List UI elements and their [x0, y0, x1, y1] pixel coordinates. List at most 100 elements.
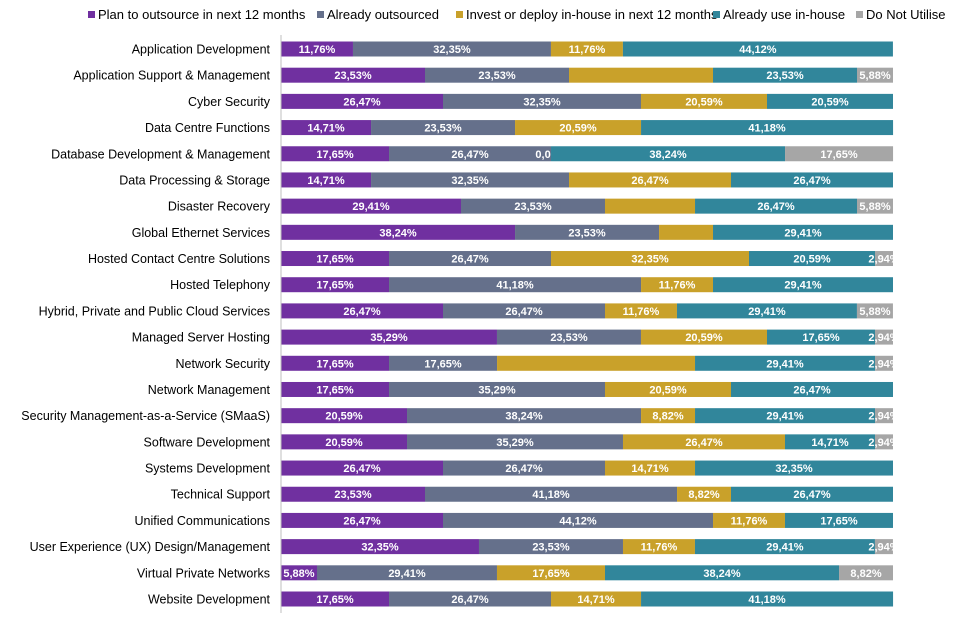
bar-segment	[281, 146, 390, 162]
category-label: Global Ethernet Services	[132, 226, 270, 240]
bar-row: 23,53% 41,18% 8,82% 26,47%	[281, 486, 893, 502]
bar-row: 26,47% 44,12% 11,76% 17,65%	[281, 512, 893, 528]
data-label: 20,59%	[685, 332, 723, 344]
bar-segment	[281, 355, 390, 371]
bar-segment	[281, 277, 390, 293]
bar-segment	[784, 512, 893, 528]
legend-swatch	[317, 11, 324, 18]
data-label: 17,65%	[802, 332, 840, 344]
category-label: Application Development	[132, 43, 271, 57]
bar-segment	[281, 41, 353, 57]
data-label: 23,53%	[478, 70, 516, 82]
bar-segment	[785, 146, 894, 162]
bar-segment	[857, 67, 893, 83]
category-label: Network Management	[148, 383, 271, 397]
bar-row: 14,71% 32,35% 26,47% 26,47%	[281, 172, 893, 188]
category-label: Network Security	[176, 357, 271, 371]
bar-segment	[460, 198, 605, 214]
data-label: 14,71%	[307, 175, 345, 187]
bar-segment	[515, 224, 660, 240]
bar-segment	[281, 486, 425, 502]
bar-segment	[443, 303, 605, 319]
bar-segment	[281, 381, 390, 397]
data-label: 17,65%	[316, 149, 354, 161]
data-label: 23,53%	[424, 123, 462, 135]
bar-segment	[713, 67, 858, 83]
data-label: 14,71%	[307, 123, 345, 135]
bar-segment	[281, 93, 443, 109]
bar-row: 17,65% 35,29% 20,59% 26,47%	[281, 381, 893, 397]
bar-segment	[622, 539, 695, 555]
bar-segment	[281, 591, 390, 607]
bar-segment	[281, 329, 497, 345]
data-label: 11,76%	[299, 44, 336, 56]
legend-swatch	[88, 11, 95, 18]
data-label: 26,47%	[451, 254, 489, 266]
data-label: 32,35%	[775, 463, 813, 475]
data-label: 29,41%	[766, 542, 804, 554]
bar-segment	[425, 486, 678, 502]
category-label: Database Development & Management	[51, 147, 270, 161]
bar-segment	[352, 41, 551, 57]
bar-segment	[281, 565, 317, 581]
bar-segment	[875, 329, 893, 345]
data-label: 23,53%	[514, 201, 552, 213]
bar-row: 5,88% 29,41% 17,65% 38,24% 8,82%	[281, 565, 893, 581]
data-label: 38,24%	[703, 568, 741, 580]
bar-segment	[641, 408, 696, 424]
data-label: 32,35%	[433, 44, 471, 56]
bar-segment	[640, 329, 767, 345]
bar-segment	[281, 67, 425, 83]
bar-row: 32,35% 23,53% 11,76% 29,41% 2,94%	[281, 539, 894, 555]
bar-segment	[478, 539, 623, 555]
data-label: 14,71%	[811, 437, 849, 449]
bar-segment	[389, 277, 642, 293]
bar-segment	[604, 381, 731, 397]
bar-segment	[550, 41, 623, 57]
bar-segment	[281, 539, 479, 555]
bar-segment	[694, 539, 875, 555]
data-label: 5,88%	[859, 201, 890, 213]
data-label: 20,59%	[811, 96, 849, 108]
data-label: 29,41%	[784, 227, 822, 239]
data-label: 14,71%	[577, 594, 615, 606]
bar-segment	[389, 591, 552, 607]
data-label: 17,65%	[316, 358, 354, 370]
bar-segment	[425, 67, 569, 83]
bar-segment	[640, 93, 767, 109]
data-label: 38,24%	[649, 149, 687, 161]
data-label: 41,18%	[748, 594, 786, 606]
data-label: 44,12%	[559, 515, 597, 527]
bar-segment	[443, 93, 641, 109]
category-label: Hosted Contact Centre Solutions	[88, 252, 270, 266]
bar-segment	[551, 251, 749, 267]
legend-swatch	[713, 11, 720, 18]
legend-item: Already outsourced	[317, 6, 439, 24]
data-label: 29,41%	[766, 411, 804, 423]
bar-segment	[604, 198, 696, 214]
bar-segment	[281, 224, 516, 240]
category-label: Technical Support	[171, 488, 271, 502]
category-label: Software Development	[144, 435, 271, 449]
bar-row: 17,65%26,47%0,00%38,24%17,65%	[281, 146, 894, 162]
data-label: 26,47%	[343, 306, 381, 318]
bar-segment	[839, 565, 893, 581]
data-label: 26,47%	[505, 306, 543, 318]
data-label: 26,47%	[343, 96, 381, 108]
data-label: 44,12%	[739, 44, 777, 56]
bar-segment	[695, 198, 858, 214]
data-label: 38,24%	[379, 227, 417, 239]
category-label: Data Centre Functions	[145, 121, 270, 135]
data-label: 26,47%	[793, 175, 831, 187]
legend-item: Invest or deploy in-house in next 12 mon…	[456, 6, 717, 24]
bar-segment	[497, 355, 696, 371]
bar-row: 17,65% 17,65% 29,41% 2,94%	[281, 355, 899, 371]
category-label: Website Development	[148, 593, 271, 607]
bar-segment	[604, 460, 696, 476]
data-label: 20,59%	[325, 437, 363, 449]
data-label: 20,59%	[325, 411, 363, 423]
data-label: 26,47%	[451, 149, 489, 161]
data-label: 2,94%	[868, 358, 899, 370]
category-label: Unified Communications	[135, 514, 270, 528]
bar-segment	[443, 512, 714, 528]
